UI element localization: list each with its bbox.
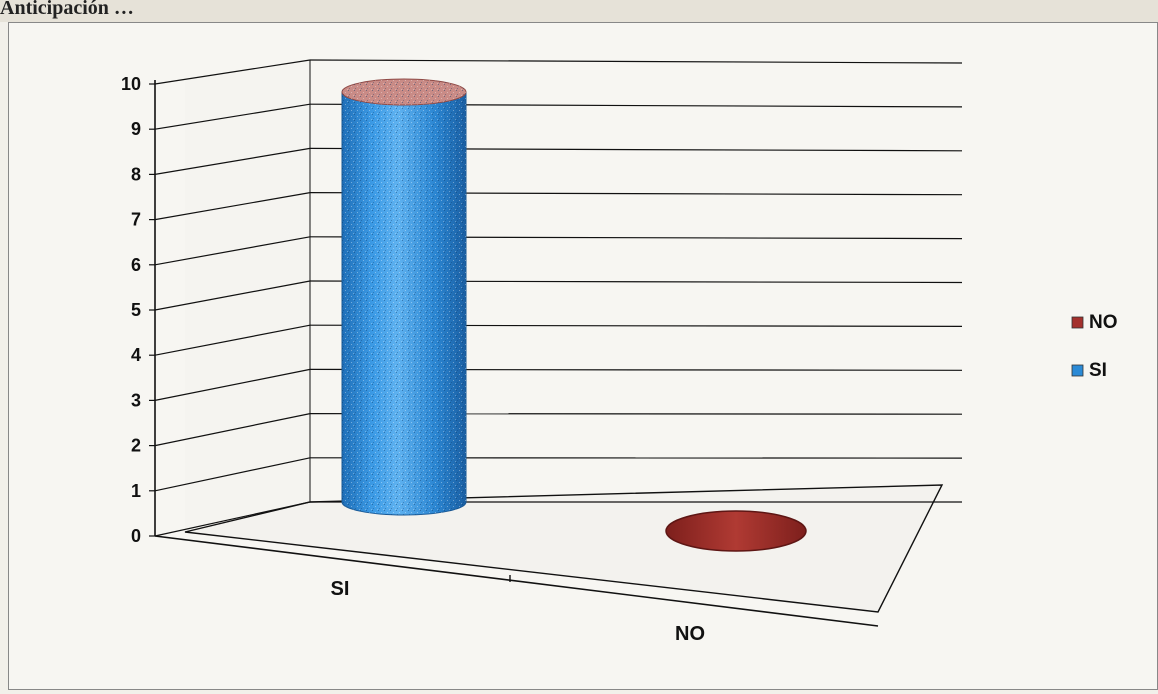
y-axis-ticks: 0 1 2 3 4 5 6 7 8 9 10 — [121, 74, 141, 546]
gridline-side — [154, 192, 311, 221]
bar-no-disk — [665, 510, 807, 552]
legend: NO SI — [1071, 312, 1118, 381]
gridline-side — [154, 59, 311, 85]
gridline-side — [154, 501, 311, 537]
gridline-side — [154, 103, 311, 130]
gridline-side — [154, 368, 311, 401]
top-text-strip: Anticipación … — [0, 0, 1158, 22]
x-axis-line — [154, 535, 879, 627]
y-tick-label: 7 — [131, 210, 141, 230]
y-tick-label: 5 — [131, 300, 141, 320]
gridline-side — [154, 280, 311, 311]
gridline-back — [309, 59, 963, 64]
chart-marks — [341, 78, 807, 552]
y-tick-label: 10 — [121, 74, 141, 94]
bar-si-top-texture — [342, 79, 466, 105]
legend-swatch — [1071, 316, 1084, 329]
y-tick-label: 0 — [131, 526, 141, 546]
top-text-fragment: Anticipación … — [0, 0, 134, 19]
gridline-side — [154, 413, 311, 447]
gridline-side — [154, 147, 311, 175]
y-tick-label: 2 — [131, 436, 141, 456]
side-wall — [185, 60, 310, 532]
gridline-side — [154, 236, 311, 266]
y-tick-label: 9 — [131, 119, 141, 139]
gridline-side — [154, 324, 311, 356]
gridline-side — [154, 457, 311, 492]
x-axis-categories: SI NO — [331, 578, 705, 645]
chart-walls — [154, 60, 944, 627]
x-category-label: SI — [331, 578, 350, 600]
y-tick-label: 8 — [131, 164, 141, 184]
legend-swatch — [1071, 364, 1084, 377]
y-tick-label: 1 — [131, 481, 141, 501]
y-tick-label: 4 — [131, 345, 141, 365]
y-tick-label: 6 — [131, 255, 141, 275]
legend-label: NO — [1089, 312, 1118, 333]
bar-si-texture — [342, 92, 466, 515]
legend-label: SI — [1089, 360, 1107, 381]
y-tick-label: 3 — [131, 390, 141, 410]
x-category-label: NO — [675, 623, 705, 645]
